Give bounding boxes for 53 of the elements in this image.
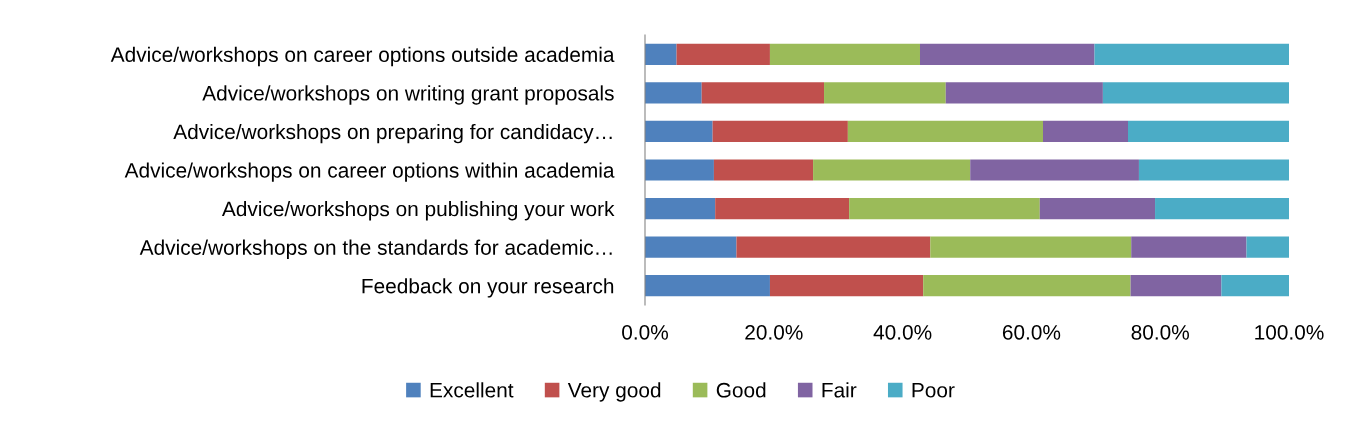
bar: [945, 82, 1103, 104]
y-tick-label: Advice/workshops on career options outside academia: [110, 46, 615, 67]
legend-label: Fair: [822, 382, 857, 398]
legend-label: Excellent: [430, 382, 514, 398]
bar: [1039, 197, 1156, 220]
x-tick-label: 60.0%: [1002, 324, 1061, 340]
bar: [1130, 275, 1222, 297]
x-tick-label: 20.0%: [745, 324, 803, 340]
bar: [645, 159, 714, 181]
y-tick-label: Feedback on your research: [362, 278, 614, 298]
bar: [824, 82, 946, 104]
bar: [847, 120, 1043, 143]
bar: [1128, 120, 1289, 143]
y-tick-label: Advice/workshops on the standards for academic…: [139, 239, 612, 260]
legend-label: Good: [716, 382, 766, 398]
bar: [813, 159, 971, 181]
y-tick-label: Advice/workshops on career options within academia: [124, 162, 615, 182]
bar: [769, 43, 920, 65]
x-tick-label: 100.0%: [1255, 324, 1324, 340]
bar: [1221, 275, 1289, 297]
bar: [676, 43, 770, 65]
bar: [769, 275, 924, 297]
bar: [1102, 82, 1289, 104]
bar: [713, 159, 814, 181]
bar: [645, 120, 713, 143]
bar: [645, 275, 770, 297]
x-tick-label: 40.0%: [873, 324, 932, 340]
bar: [919, 43, 1095, 65]
bar: [1131, 236, 1247, 258]
bar: [1155, 197, 1289, 220]
bar: [1138, 159, 1289, 181]
bar: [645, 236, 737, 258]
bar: [1042, 120, 1128, 143]
bar: [645, 197, 716, 220]
bar: [645, 43, 677, 65]
bar: [1246, 236, 1289, 258]
x-tick-label: 0.0%: [622, 324, 668, 340]
x-tick-label: 80.0%: [1131, 324, 1189, 340]
bar: [930, 236, 1132, 258]
legend-label: Very good: [567, 382, 661, 402]
y-tick-label: Advice/workshops on preparing for candidacy…: [173, 123, 612, 144]
bar: [1094, 43, 1289, 65]
bar: [849, 197, 1040, 220]
bar: [736, 236, 931, 258]
legend-label: Poor: [912, 383, 955, 398]
bar: [645, 82, 702, 104]
bar: [970, 159, 1139, 181]
bar: [712, 120, 848, 143]
bar: [701, 82, 825, 104]
bar: [715, 197, 850, 220]
y-tick-label: Advice/workshops on publishing your work: [221, 201, 615, 221]
y-tick-label: Advice/workshops on writing grant proposals: [202, 85, 614, 105]
bar: [923, 275, 1131, 297]
